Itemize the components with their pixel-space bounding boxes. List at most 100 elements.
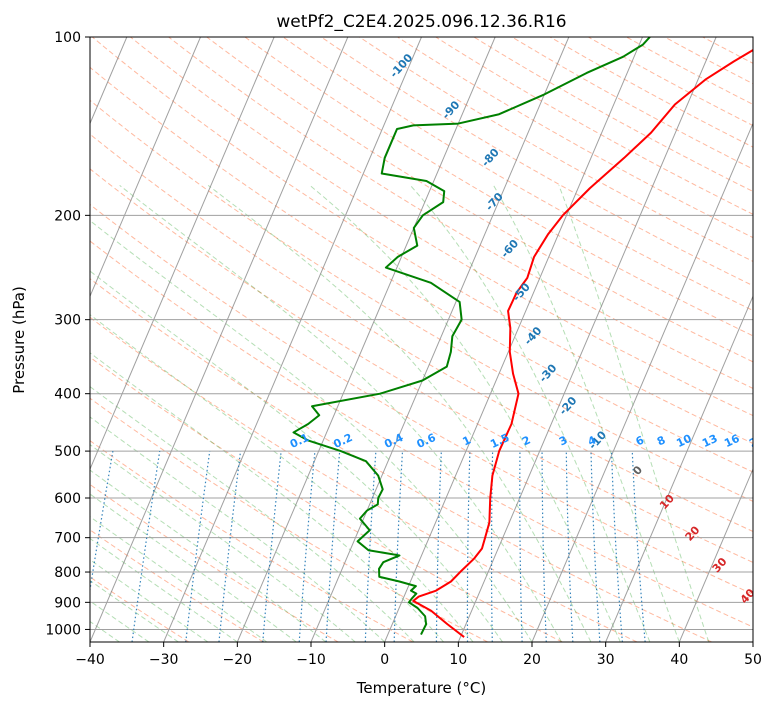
x-tick-label: 50 [744,652,762,668]
y-tick-label: 800 [54,565,81,581]
mixing-ratio-line [90,450,114,594]
x-axis-title: Temperature (°C) [356,679,486,697]
dry-adiabat-line [168,37,753,389]
y-tick-label: 300 [54,313,81,329]
dry-adiabat-label: -60 [498,237,521,261]
dry-adiabat-line [90,529,264,642]
dry-adiabat-line [90,483,339,642]
moist-adiabat-line [493,185,680,642]
mixing-ratio-label: 20 [747,432,767,450]
x-tick-label: −10 [296,652,326,668]
mixing-ratio-label: 25 [769,432,775,450]
dry-adiabat-label: -30 [537,361,560,385]
moist-adiabat-line [90,444,356,642]
mixing-ratio-label: 2 [520,433,532,448]
moist-adiabat-line [90,469,327,642]
dry-adiabat-line [359,37,753,262]
isotherm-line [457,37,717,642]
dry-adiabat-line [549,37,753,148]
dry-adiabat-line [130,37,753,417]
dry-adiabat-line [664,37,753,85]
moist-adiabat-line [90,416,386,642]
x-tick-label: −40 [75,652,105,668]
chart-title: wetPf2_C2E4.2025.096.12.36.R16 [276,12,566,32]
x-tick-label: −20 [223,652,253,668]
moist-adiabat-line [90,220,533,642]
dry-adiabat-label: 20 [683,523,703,543]
dry-adiabat-line [588,37,753,127]
mixing-ratio-label: 13 [700,432,719,450]
dry-adiabat-line [90,440,414,642]
moist-adiabat-line [558,185,710,642]
moist-adiabat-line [90,493,297,642]
y-tick-label: 600 [54,491,81,507]
isotherm-line [678,467,753,642]
dry-adiabat-line [511,37,753,170]
moist-adiabat-line [90,516,268,642]
dry-adiabat-line [473,37,753,193]
dry-adiabat-label: -90 [440,98,463,122]
mixing-ratio-label: 10 [674,432,694,450]
temperature-profile-line [412,48,753,638]
x-tick-label: 30 [597,652,615,668]
y-tick-label: 1000 [45,622,81,638]
mixing-ratio-label: 0.1 [288,431,311,451]
dry-adiabat-line [90,240,753,628]
mixing-ratio-line [218,451,242,642]
y-tick-label: 700 [54,531,81,547]
isotherm-line [90,37,349,642]
mixing-ratio-line [435,451,442,642]
isotherm-line [531,122,753,642]
mixing-ratio-label: 3 [557,433,569,448]
dry-adiabat-line [90,133,753,533]
mixing-ratio-label: 8 [655,433,667,448]
dry-adiabat-label: 0 [630,463,645,478]
x-tick-label: −30 [149,652,179,668]
moist-adiabat-line [90,314,474,642]
y-tick-label: 100 [54,30,81,46]
dry-adiabat-line [90,397,488,642]
dry-adiabat-line [90,576,190,642]
x-axis: −40 −30 −20 −10 0 10 20 30 40 50 [75,642,762,668]
moist-adiabat-line [90,352,444,642]
dry-adiabat-line [90,316,638,642]
moist-adiabat-line [90,579,179,642]
dry-adiabat-label: 10 [657,492,677,512]
dry-adiabat-line [90,168,753,563]
isotherm-line [90,37,201,298]
mixing-ratio-line [590,451,601,642]
isotherm-line [384,37,643,642]
mixing-ratio-line [185,451,211,642]
moist-adiabat-line [90,537,238,642]
mixing-ratio-line [631,451,646,642]
dry-adiabat-label: -20 [557,394,580,418]
mixing-ratio-line [565,451,574,642]
mixing-ratio-line [298,451,316,642]
moist-adiabat-line [309,184,621,642]
moist-adiabat-line [90,559,209,642]
mixing-ratio-label: 1 [461,433,473,448]
dry-adiabat-line [90,203,753,595]
dry-adiabat-line [435,37,753,215]
plot-frame [89,36,754,643]
isotherm-line [752,640,753,642]
dry-adiabat-line [206,37,753,363]
isotherm-line [605,295,753,642]
mixing-ratio-label: 0.2 [331,431,354,451]
profiles [292,37,753,638]
mixing-ratio-label: 0.4 [382,431,405,451]
moist-adiabat-line [90,600,150,642]
x-tick-label: 0 [380,652,389,668]
isotherm-line [236,37,496,642]
mixing-ratio-label: 0.6 [415,431,438,451]
y-tick-label: 400 [54,387,81,403]
dry-adiabat-label: -100 [387,51,415,80]
y-axis: 100 200 300 400 500 600 700 800 900 1000 [45,30,90,638]
y-tick-label: 200 [54,208,81,224]
background-lines [90,37,753,642]
mixing-ratio-line [131,451,161,642]
moist-adiabat-line [90,270,503,642]
plot-area: -100-90-80-70-60-50-40-30-20-10010203040… [90,37,775,642]
dry-adiabat-line [90,66,753,473]
